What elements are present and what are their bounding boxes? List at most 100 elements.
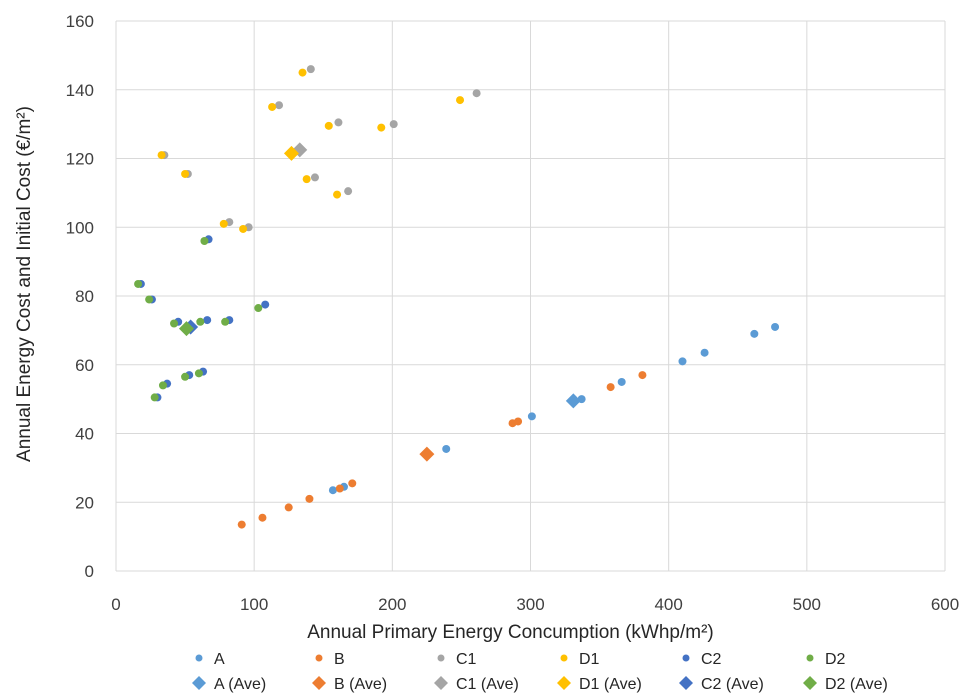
y-tick-label: 60: [75, 356, 94, 375]
point-b: [258, 513, 267, 522]
point-d2: [145, 295, 154, 304]
point-a: [527, 412, 536, 421]
point-b: [237, 520, 246, 529]
point-d2: [221, 317, 230, 326]
y-tick-label: 0: [85, 562, 94, 581]
point-d1: [377, 123, 386, 132]
point-d2: [170, 319, 179, 328]
point-d2: [134, 279, 143, 288]
point-b-ave: [419, 446, 435, 462]
legend-marker: [315, 654, 323, 662]
legend-label: D1 (Ave): [579, 676, 642, 693]
legend-item: C2: [682, 651, 722, 668]
point-a: [750, 329, 759, 338]
point-b: [348, 479, 357, 488]
point-a: [700, 348, 709, 357]
legend-item: C1: [437, 651, 477, 668]
legend-marker: [682, 654, 690, 662]
legend-marker: [434, 676, 448, 690]
legend-marker: [195, 654, 203, 662]
point-d1: [268, 102, 277, 111]
legend-item: B: [315, 651, 345, 668]
legend-label: B (Ave): [334, 676, 387, 693]
point-c1: [389, 120, 398, 129]
point-b: [305, 494, 314, 503]
point-d1: [157, 151, 166, 160]
x-tick-label: 300: [516, 595, 544, 614]
x-tick-label: 0: [111, 595, 120, 614]
legend-label: A: [214, 651, 225, 668]
x-tick-label: 500: [793, 595, 821, 614]
point-d2: [194, 369, 203, 378]
point-b: [335, 484, 344, 493]
legend-marker: [437, 654, 445, 662]
legend-item: D1: [560, 651, 600, 668]
point-d1: [181, 169, 190, 178]
x-tick-label: 400: [654, 595, 682, 614]
legend-marker: [803, 676, 817, 690]
legend-item: D2: [806, 651, 846, 668]
point-b: [606, 383, 615, 392]
point-a: [771, 322, 780, 331]
y-tick-label: 120: [66, 150, 94, 169]
point-b: [638, 371, 647, 380]
legend-marker: [312, 676, 326, 690]
legend-label: C1: [456, 651, 477, 668]
point-c1: [310, 173, 319, 182]
point-c2: [203, 316, 212, 325]
point-d1: [219, 219, 228, 228]
point-c2: [261, 300, 270, 309]
point-a: [328, 486, 337, 495]
x-tick-label: 100: [240, 595, 268, 614]
y-tick-label: 140: [66, 81, 94, 100]
point-a-ave: [565, 393, 581, 409]
legend-label: C2: [701, 651, 722, 668]
point-b: [514, 417, 523, 426]
legend-item: D2 (Ave): [803, 676, 888, 693]
legend-label: D1: [579, 651, 600, 668]
point-c1: [344, 187, 353, 196]
point-c1: [334, 118, 343, 127]
point-a: [617, 377, 626, 386]
y-tick-label: 40: [75, 425, 94, 444]
legend-item: C1 (Ave): [434, 676, 519, 693]
y-tick-label: 100: [66, 218, 94, 237]
legend-label: C1 (Ave): [456, 676, 519, 693]
legend-label: C2 (Ave): [701, 676, 764, 693]
y-tick-label: 160: [66, 12, 94, 31]
point-d1: [333, 190, 342, 199]
point-d2-ave: [178, 321, 194, 337]
point-d2: [181, 372, 190, 381]
data-points: [134, 65, 780, 529]
x-axis-title: Annual Primary Energy Concumption (kWhp/…: [307, 622, 714, 643]
y-tick-label: 80: [75, 287, 94, 306]
point-d1: [324, 121, 333, 130]
legend-item: A: [195, 651, 225, 668]
legend-marker: [192, 676, 206, 690]
point-c1: [306, 65, 315, 74]
point-d2: [254, 304, 263, 313]
point-d1: [302, 175, 311, 184]
grid-lines: [115, 20, 946, 572]
point-d1: [239, 224, 248, 233]
y-tick-label: 20: [75, 493, 94, 512]
point-d1: [456, 96, 465, 105]
point-d1: [298, 68, 307, 77]
y-axis-title: Annual Energy Cost and Initial Cost (€/m…: [14, 106, 35, 462]
tick-labels: 0 20 40 60 80 100 120 140 160 0 100 200 300 400 500 600: [66, 12, 960, 614]
point-b: [284, 503, 293, 512]
x-tick-label: 200: [378, 595, 406, 614]
legend-item: A (Ave): [192, 676, 266, 693]
legend-item: B (Ave): [312, 676, 387, 693]
legend-label: D2 (Ave): [825, 676, 888, 693]
point-c1: [472, 89, 481, 98]
x-tick-label: 600: [931, 595, 959, 614]
point-d2: [158, 381, 167, 390]
legend-label: D2: [825, 651, 846, 668]
point-d2: [200, 237, 209, 245]
legend-marker: [806, 654, 814, 662]
legend-item: D1 (Ave): [557, 676, 642, 693]
point-d2: [150, 393, 159, 402]
point-c1: [275, 101, 284, 110]
